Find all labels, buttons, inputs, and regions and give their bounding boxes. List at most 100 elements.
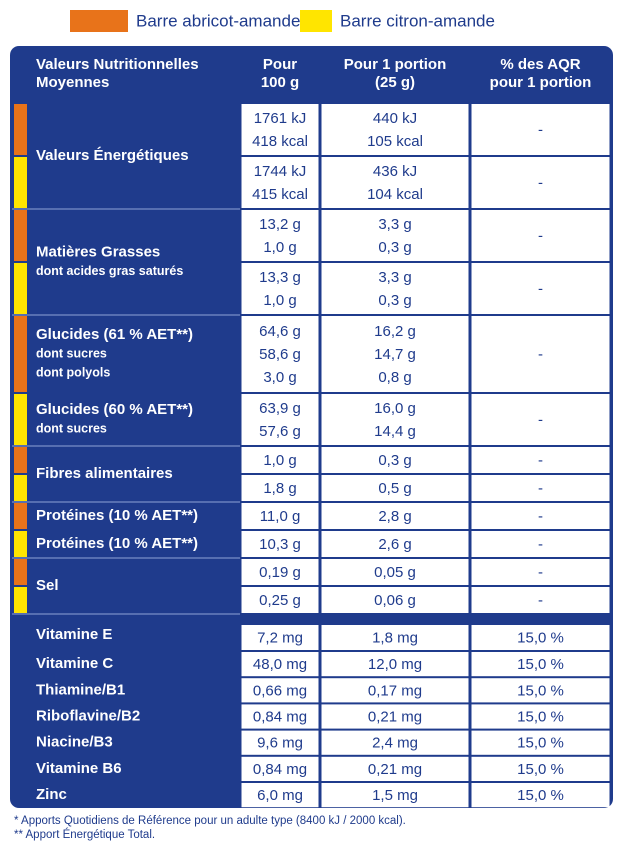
legend-label: Barre citron-amande [340,11,495,30]
value-text: - [538,536,543,553]
row-label: Protéines (10 % AET**) [36,535,198,552]
value-text: 58,6 g [259,346,301,363]
value-cell [471,157,610,208]
value-cell [241,625,319,650]
value-text: 15,0 % [517,682,564,699]
value-cell [321,704,469,729]
value-text: - [538,411,543,428]
header-cell: Pour [263,56,297,73]
value-text: 1761 kJ [254,110,307,127]
value-text: - [538,121,543,138]
row-label: Protéines (10 % AET**) [36,507,198,524]
product-strip [14,503,27,529]
header-cell: (25 g) [375,74,415,91]
value-cell [241,704,319,729]
value-text: 105 kcal [367,133,423,150]
row-sublabel: dont sucres [36,346,107,360]
value-cell [321,783,469,808]
vitamin-label: Riboflavine/B2 [36,707,140,724]
value-text: 0,06 g [374,592,416,609]
value-text: 0,05 g [374,564,416,581]
value-text: - [538,346,543,363]
value-cell [241,730,319,755]
value-text: 0,3 g [378,292,411,309]
vitamin-label: Zinc [36,786,67,803]
header-cell: Moyennes [36,74,109,91]
row-label: Glucides (60 % AET**) [36,401,193,418]
value-cell [321,157,469,208]
legend-swatch [300,10,332,32]
value-cell [471,394,610,445]
value-text: 15,0 % [517,708,564,725]
value-text: 1,8 mg [372,629,418,646]
value-text: - [538,480,543,497]
value-text: 7,2 mg [257,629,303,646]
value-cell [241,210,319,261]
value-text: 0,5 g [378,480,411,497]
value-cell [321,394,469,445]
value-cell [321,587,469,613]
value-text: 0,19 g [259,564,301,581]
value-cell [471,475,610,501]
value-cell [321,503,469,529]
value-cell [321,263,469,314]
value-text: 16,2 g [374,323,416,340]
value-text: 1,0 g [263,292,296,309]
row-label: Glucides (61 % AET**) [36,326,193,343]
product-strip [14,104,27,155]
value-cell [321,559,469,585]
value-text: 1744 kJ [254,163,307,180]
vitamin-label: Thiamine/B1 [36,681,125,698]
value-cell [241,678,319,703]
value-cell [321,104,469,155]
value-text: 13,2 g [259,216,301,233]
value-text: 0,66 mg [253,682,307,699]
value-cell [321,531,469,557]
value-text: - [538,592,543,609]
value-cell [471,503,610,529]
value-cell [471,652,610,677]
header-cell: pour 1 portion [490,74,592,91]
value-text: - [538,452,543,469]
value-cell [241,157,319,208]
value-cell [241,475,319,501]
value-cell [241,503,319,529]
header-cell: % des AQR [500,56,580,73]
value-text: 2,8 g [378,508,411,525]
value-text: 1,0 g [263,452,296,469]
value-text: 2,6 g [378,536,411,553]
value-text: 1,5 mg [372,787,418,804]
value-text: 104 kcal [367,186,423,203]
vitamin-label: Vitamine E [36,626,112,643]
value-text: 15,0 % [517,629,564,646]
value-cell [471,756,610,781]
header-cell: Valeurs Nutritionnelles [36,56,199,73]
row-sublabel: dont acides gras saturés [36,264,183,278]
value-text: 12,0 mg [368,656,422,673]
value-text: 15,0 % [517,735,564,752]
value-cell [321,210,469,261]
value-cell [471,210,610,261]
value-text: 6,0 mg [257,787,303,804]
value-cell [471,625,610,650]
value-text: 13,3 g [259,269,301,286]
value-cell [241,394,319,445]
value-cell [241,316,319,392]
value-text: 63,9 g [259,400,301,417]
value-cell [241,447,319,473]
product-strip [14,210,27,261]
value-text: 15,0 % [517,656,564,673]
product-strip [14,559,27,585]
value-text: 0,3 g [378,239,411,256]
value-text: 1,0 g [263,239,296,256]
value-text: 11,0 g [260,508,301,525]
product-strip [14,157,27,208]
value-text: - [538,508,543,525]
row-sublabel: dont sucres [36,421,107,435]
value-cell [471,104,610,155]
value-text: 0,17 mg [368,682,422,699]
product-strip [14,587,27,613]
value-text: 3,3 g [378,269,411,286]
value-text: 0,84 mg [253,761,307,778]
